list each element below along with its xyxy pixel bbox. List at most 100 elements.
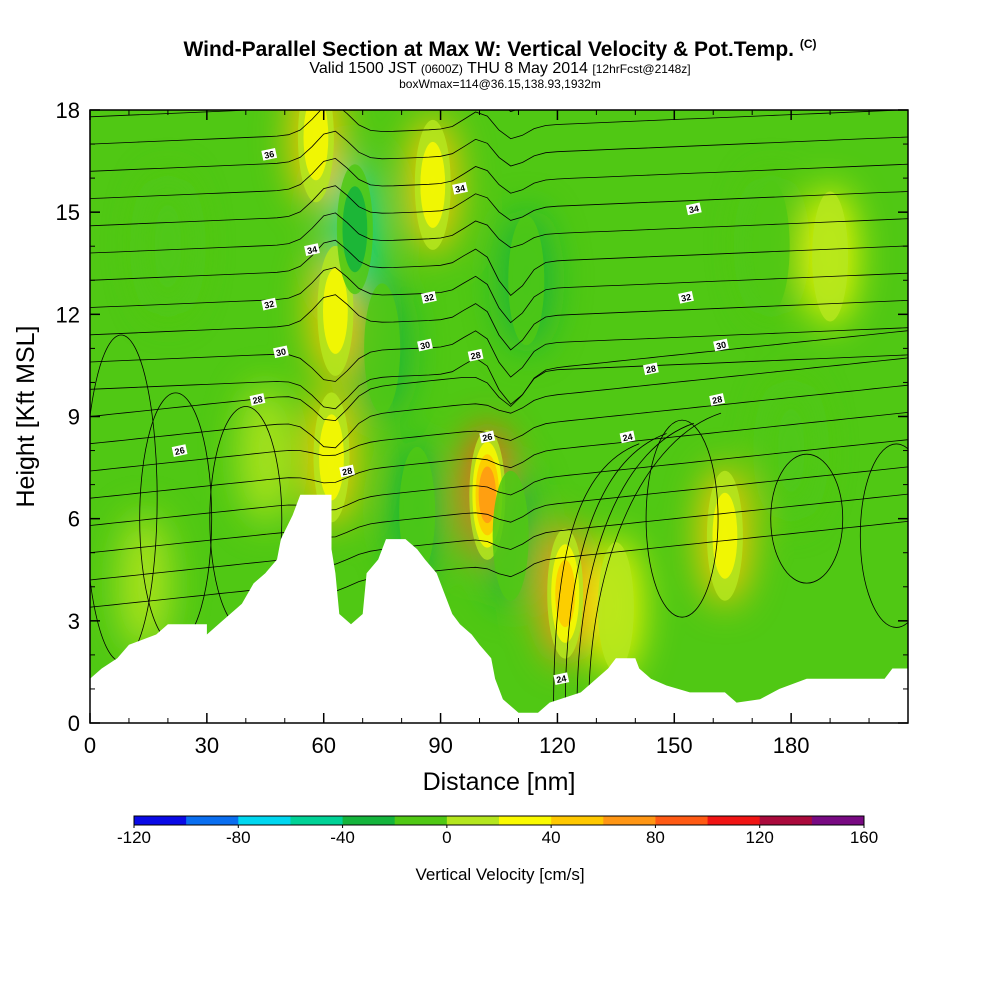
velocity-feature [239, 383, 292, 524]
theta-label-text: 28 [341, 466, 353, 478]
theta-contour-labels: 36 34 34 34 32 32 32 30 30 30 28 28 28 28 26 26 24 28 24 [171, 147, 729, 685]
colorbar-swatch [551, 816, 604, 825]
x-tick-label: 150 [656, 733, 693, 758]
theta-contour-line [90, 384, 908, 472]
colorbar-title: Vertical Velocity [cm/s] [415, 865, 584, 884]
theta-contour-line [90, 294, 908, 351]
theta-label-box [417, 338, 433, 352]
y-tick-label: 9 [68, 405, 80, 430]
theta-contour-line [90, 412, 908, 499]
theta-label-box [421, 290, 437, 304]
theta-contour-label: 28 [467, 348, 484, 362]
valid-utc: (0600Z) [420, 62, 463, 76]
theta-contour-label: 34 [685, 202, 702, 215]
theta-contour-line [90, 266, 908, 324]
theta-label-box [304, 243, 320, 256]
y-tick-label: 15 [56, 200, 80, 225]
colorbar-swatch [342, 816, 396, 825]
theta-label-text: 30 [715, 340, 727, 352]
velocity-feature-core [812, 191, 849, 322]
theta-label-box [619, 430, 636, 444]
velocity-feature [141, 176, 194, 317]
colorbar-tick-label: 0 [442, 828, 451, 847]
theta-contour-label: 34 [452, 181, 468, 195]
box-info: boxWmax=114@36.15,138.93,1932m [399, 77, 601, 91]
colorbar-swatch [134, 816, 187, 825]
colorbar: -120 -80 -40 0 40 80 120 160 Vertical Velocity [… [117, 815, 878, 884]
theta-contour-loop [859, 443, 908, 628]
velocity-feature-core [712, 492, 738, 579]
colorbar-swatch [811, 816, 865, 825]
y-tick-label: 0 [68, 711, 80, 736]
velocity-feature-core [323, 267, 348, 354]
velocity-feature-core [555, 560, 576, 628]
velocity-feature-core [303, 110, 329, 181]
theta-label-text: 34 [454, 183, 466, 195]
theta-contour-label: 24 [619, 430, 636, 444]
theta-contour-line [90, 327, 908, 382]
theta-contour-label: 24 [553, 672, 570, 685]
theta-label-box [249, 393, 266, 406]
y-axis-title: Height [Kft MSL] [12, 325, 40, 507]
colorbar-swatch [707, 816, 761, 825]
theta-contour-line [90, 493, 908, 581]
theta-label-box [273, 345, 289, 359]
velocity-feature-core [420, 141, 446, 228]
theta-label-text: 28 [252, 394, 264, 406]
velocity-feature-core [753, 181, 790, 312]
theta-contour-label: 30 [273, 345, 289, 358]
colorbar-swatch [759, 816, 813, 825]
colorbar-tick-label: -120 [117, 828, 151, 847]
theta-label-text: 32 [423, 292, 435, 304]
theta-label-box [261, 297, 278, 311]
theta-contour-line [90, 157, 908, 199]
theta-contour-label: 32 [421, 290, 437, 304]
colorbar-swatch [186, 816, 239, 825]
velocity-feature-core [364, 283, 401, 414]
theta-contour-line [90, 185, 908, 227]
theta-contour-line [553, 443, 640, 713]
copyright-mark: (C) [799, 37, 817, 51]
theta-contour-loop [770, 453, 844, 584]
valid-prefix: Valid 1500 JST [309, 60, 417, 77]
chart-title-text: Wind-Parallel Section at Max W: Vertical… [183, 38, 794, 61]
theta-contour-label: 32 [261, 297, 278, 311]
colorbar-tick-label: 160 [850, 828, 878, 847]
theta-contour-line [564, 433, 667, 713]
theta-label-box [643, 362, 659, 376]
theta-contour-line [90, 466, 908, 554]
theta-contour-line [90, 357, 908, 449]
colorbar-tick-label: -40 [330, 828, 355, 847]
theta-contour-line [588, 412, 722, 713]
theta-contour-label: 28 [339, 464, 355, 478]
theta-label-text: 32 [680, 292, 692, 304]
theta-contour-label: 34 [304, 243, 320, 256]
theta-label-text: 26 [481, 431, 493, 443]
theta-label-text: 34 [306, 244, 318, 256]
x-axis-title: Distance [nm] [423, 768, 576, 796]
theta-contour-label: 28 [643, 362, 659, 375]
colorbar-tick-label: -80 [226, 828, 251, 847]
theta-label-text: 28 [470, 350, 482, 362]
x-tick-label: 30 [195, 733, 219, 758]
theta-label-box [171, 444, 188, 457]
theta-contour-label: 36 [261, 147, 278, 161]
velocity-feature-core [597, 542, 634, 673]
forecast-tag: [12hrFcst@2148z] [592, 62, 691, 76]
y-tick-label: 6 [68, 507, 80, 532]
y-tick-label: 12 [56, 302, 80, 327]
colorbar-tick-label: 80 [646, 828, 665, 847]
theta-label-text: 28 [645, 363, 657, 375]
theta-contour-label: 26 [479, 430, 496, 443]
colorbar-tick-label: 120 [746, 828, 774, 847]
theta-label-box [339, 464, 355, 478]
colorbar-swatch [394, 816, 448, 825]
x-tick-label: 120 [539, 733, 576, 758]
theta-contour-label: 32 [678, 290, 694, 304]
terrain [90, 494, 908, 723]
velocity-feature-core [342, 186, 368, 273]
theta-contour-line [90, 439, 908, 526]
terrain-profile [90, 494, 908, 723]
velocity-feature-core [478, 466, 496, 524]
